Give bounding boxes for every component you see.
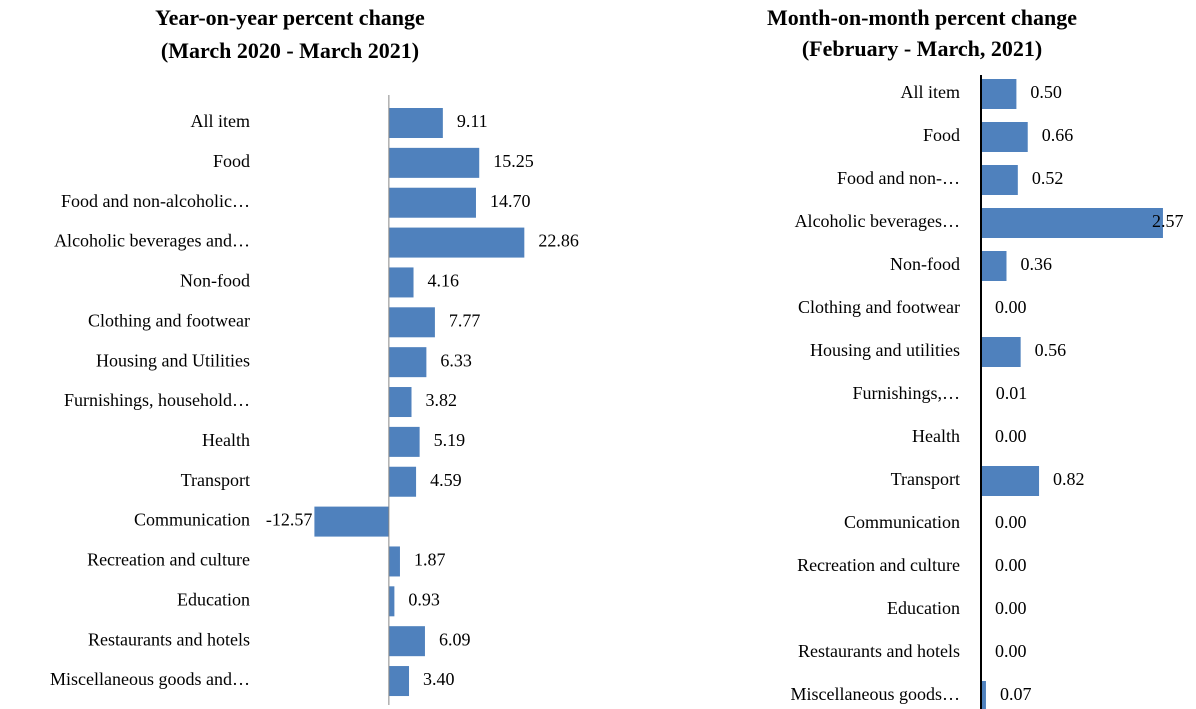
value-label: 9.11 bbox=[457, 111, 488, 131]
bar bbox=[388, 307, 435, 338]
category-label: Recreation and culture bbox=[797, 555, 960, 575]
bar bbox=[388, 586, 395, 617]
chart-subtitle: (March 2020 - March 2021) bbox=[161, 38, 419, 63]
value-label: 0.00 bbox=[995, 641, 1027, 661]
category-label: Education bbox=[887, 598, 960, 618]
category-label: Food and non-alcoholic… bbox=[61, 191, 250, 211]
value-label: 0.00 bbox=[995, 598, 1027, 618]
bar bbox=[388, 227, 525, 258]
category-label: Miscellaneous goods and… bbox=[50, 669, 250, 689]
bar bbox=[981, 208, 1163, 238]
bar bbox=[388, 267, 414, 298]
value-label: 0.52 bbox=[1032, 168, 1064, 188]
category-label: Clothing and footwear bbox=[798, 297, 960, 317]
category-label: Miscellaneous goods… bbox=[791, 684, 960, 704]
category-label: Restaurants and hotels bbox=[88, 629, 250, 649]
category-label: Food bbox=[213, 151, 250, 171]
category-label: Non-food bbox=[890, 254, 960, 274]
value-label: 0.00 bbox=[995, 512, 1027, 532]
bar bbox=[388, 187, 476, 218]
value-label: -12.57 bbox=[266, 510, 313, 530]
category-label: Food bbox=[923, 125, 960, 145]
category-label: Communication bbox=[844, 512, 960, 532]
value-label: 0.00 bbox=[995, 297, 1027, 317]
bar bbox=[388, 546, 400, 577]
bar bbox=[388, 666, 410, 697]
category-label: Transport bbox=[891, 469, 960, 489]
category-label: All item bbox=[191, 111, 251, 131]
category-label: Restaurants and hotels bbox=[798, 641, 960, 661]
bar bbox=[981, 79, 1017, 109]
bar bbox=[981, 466, 1040, 496]
bar bbox=[314, 506, 389, 537]
value-label: 1.87 bbox=[414, 550, 446, 570]
category-label: Communication bbox=[134, 510, 250, 530]
value-label: 5.19 bbox=[434, 430, 466, 450]
category-label: Furnishings, household… bbox=[64, 390, 250, 410]
bar bbox=[388, 387, 412, 418]
value-label: 0.50 bbox=[1030, 82, 1062, 102]
value-label: 0.00 bbox=[995, 555, 1027, 575]
value-label: 22.86 bbox=[538, 231, 579, 251]
category-label: Alcoholic beverages… bbox=[795, 211, 960, 231]
category-label: Recreation and culture bbox=[87, 550, 250, 570]
category-label: Furnishings,… bbox=[852, 383, 960, 403]
value-label: 0.01 bbox=[996, 383, 1028, 403]
bar bbox=[981, 251, 1007, 281]
category-label: Health bbox=[912, 426, 960, 446]
bar bbox=[981, 337, 1021, 367]
chart-title: Year-on-year percent change bbox=[155, 5, 425, 30]
bar bbox=[388, 426, 420, 457]
bar bbox=[388, 347, 427, 378]
value-label: 14.70 bbox=[490, 191, 531, 211]
bar bbox=[981, 122, 1028, 152]
value-label: 0.00 bbox=[995, 426, 1027, 446]
value-label: 4.16 bbox=[428, 271, 460, 291]
value-label: 15.25 bbox=[493, 151, 534, 171]
category-label: Non-food bbox=[180, 271, 250, 291]
bar bbox=[388, 108, 443, 138]
value-label: 0.66 bbox=[1042, 125, 1074, 145]
category-label: Clothing and footwear bbox=[88, 310, 250, 330]
category-label: Food and non-… bbox=[837, 168, 960, 188]
value-label: 0.82 bbox=[1053, 469, 1085, 489]
value-label: 0.07 bbox=[1000, 684, 1032, 704]
bar bbox=[388, 626, 425, 657]
chart-subtitle: (February - March, 2021) bbox=[802, 36, 1042, 61]
value-label: 6.33 bbox=[440, 350, 472, 370]
category-label: Education bbox=[177, 589, 250, 609]
value-label: 3.40 bbox=[423, 669, 455, 689]
value-label: 0.36 bbox=[1020, 254, 1052, 274]
bar bbox=[388, 466, 417, 497]
value-label: 0.93 bbox=[408, 589, 440, 609]
category-label: Housing and utilities bbox=[810, 340, 960, 360]
value-label: 6.09 bbox=[439, 629, 471, 649]
chart-title: Month-on-month percent change bbox=[767, 5, 1077, 30]
value-label: 7.77 bbox=[449, 310, 481, 330]
category-label: Transport bbox=[181, 470, 250, 490]
value-label: 3.82 bbox=[426, 390, 458, 410]
category-label: All item bbox=[901, 82, 961, 102]
value-label: 4.59 bbox=[430, 470, 462, 490]
category-label: Housing and Utilities bbox=[96, 350, 250, 370]
bar bbox=[388, 147, 480, 178]
value-label: 2.57 bbox=[1152, 211, 1184, 231]
bar bbox=[981, 165, 1018, 195]
value-label: 0.56 bbox=[1035, 340, 1067, 360]
category-label: Health bbox=[202, 430, 250, 450]
category-label: Alcoholic beverages and… bbox=[54, 231, 250, 251]
bar bbox=[981, 681, 986, 709]
